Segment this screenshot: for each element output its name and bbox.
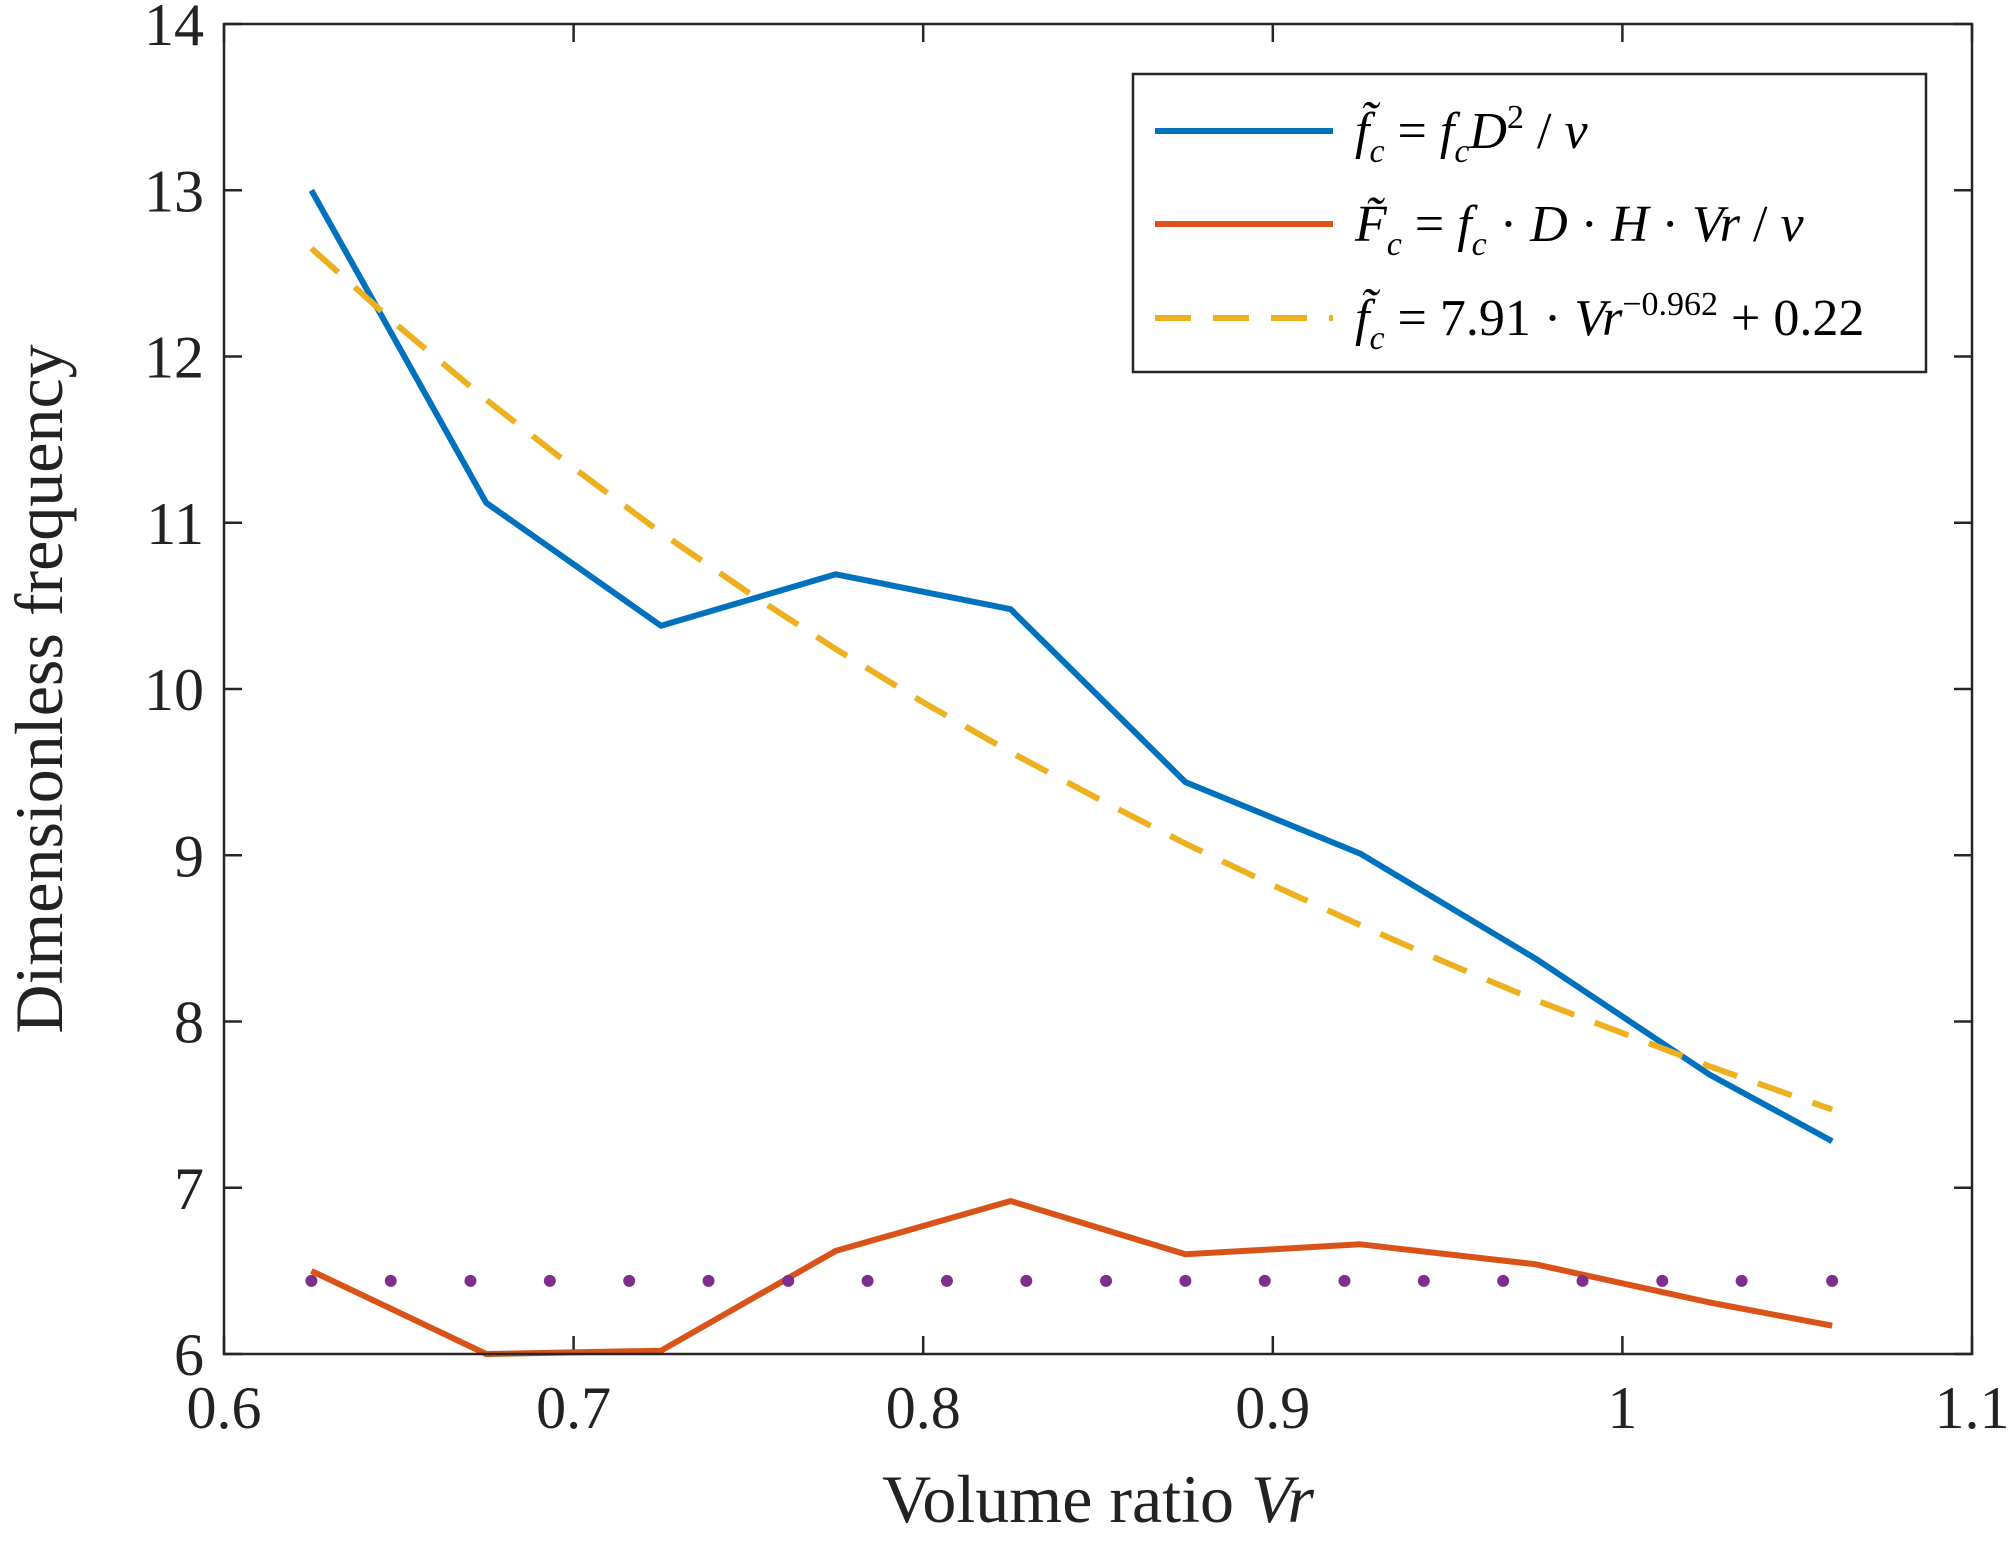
x-tick-label: 0.8 [886, 1375, 961, 1441]
dot-marker [1020, 1274, 1033, 1287]
dot-marker [305, 1274, 318, 1287]
dot-marker [1258, 1274, 1271, 1287]
series-layer [305, 188, 1839, 1357]
y-tick-label: 10 [144, 657, 204, 723]
dot-marker [940, 1274, 953, 1287]
plot-area-frame [222, 22, 1974, 1356]
dot-marker [1735, 1274, 1748, 1287]
x-axis-label-text: Volume ratio [882, 1461, 1234, 1537]
tick-labels: 0.6 0.7 0.8 0.9 1 1.1 6 7 8 9 10 11 12 13 14 [144, 0, 2008, 1441]
y-tick-label: 7 [174, 1156, 204, 1222]
y-tick-label: 13 [144, 158, 204, 224]
x-tick-label: 0.7 [536, 1375, 611, 1441]
dot-marker [861, 1274, 874, 1287]
dot-marker [1826, 1274, 1839, 1287]
y-tick-label: 6 [174, 1322, 204, 1388]
legend-label: f̃c = fcD2 / v [1355, 99, 1588, 170]
dot-marker [702, 1274, 715, 1287]
dot-marker [1179, 1274, 1192, 1287]
dot-marker [1417, 1274, 1430, 1287]
y-tick-label: 14 [144, 0, 204, 58]
dot-marker [782, 1274, 795, 1287]
x-axis-label-variable: Vr [1251, 1461, 1314, 1537]
dot-marker [384, 1274, 397, 1287]
dot-marker [1100, 1274, 1113, 1287]
y-tick-label: 8 [174, 990, 204, 1056]
series-Fc-line [310, 1198, 1833, 1357]
dot-marker [543, 1274, 556, 1287]
y-tick-label: 12 [144, 325, 204, 391]
dot-marker [464, 1274, 477, 1287]
dot-marker [1338, 1274, 1351, 1287]
y-tick-label: 9 [174, 823, 204, 889]
legend-label: f̃c = 7.91 · Vr−0.962 + 0.22 [1355, 286, 1864, 357]
series-dotted-baseline [305, 1274, 1839, 1287]
series-fit-curve [309, 246, 1834, 1113]
dot-marker [1656, 1274, 1669, 1287]
x-tick-label: 1 [1607, 1375, 1637, 1441]
dot-marker [623, 1274, 636, 1287]
dot-marker [1497, 1274, 1510, 1287]
x-tick-label: 0.9 [1235, 1375, 1310, 1441]
x-axis-label: Volume ratio Vr [882, 1461, 1314, 1537]
y-tick-label: 11 [146, 491, 204, 557]
series-fc-line [308, 188, 1834, 1144]
x-tick-label: 0.6 [187, 1375, 262, 1441]
x-tick-label: 1.1 [1935, 1375, 2008, 1441]
legend: f̃c = fcD2 / v F̃c = fc · D · H · Vr / v f… [1131, 72, 1928, 374]
legend-label: F̃c = fc · D · H · Vr / v [1354, 196, 1804, 263]
dot-marker [1576, 1274, 1589, 1287]
y-axis-label: Dimensionless frequency [1, 344, 77, 1033]
